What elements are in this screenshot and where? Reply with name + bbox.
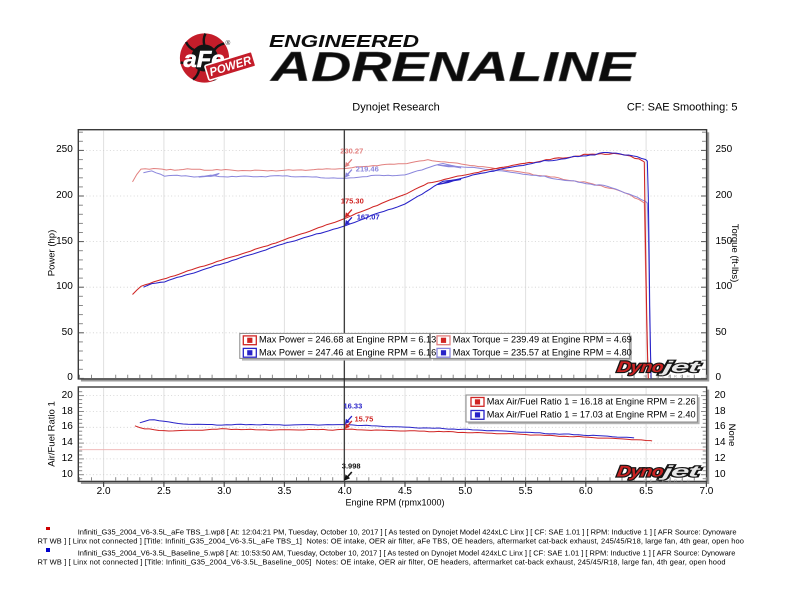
svg-text:®: ® xyxy=(226,39,231,47)
svg-text:ENGINEERED: ENGINEERED xyxy=(269,31,419,51)
svg-text:jet: jet xyxy=(658,359,702,376)
svg-text:Dyno: Dyno xyxy=(616,359,664,376)
svg-text:Dyno: Dyno xyxy=(616,463,664,480)
svg-text:jet: jet xyxy=(658,463,702,480)
svg-text:RESEARCH: RESEARCH xyxy=(644,478,693,483)
svg-text:ADRENALINE: ADRENALINE xyxy=(270,43,637,90)
svg-text:RESEARCH: RESEARCH xyxy=(644,374,693,379)
